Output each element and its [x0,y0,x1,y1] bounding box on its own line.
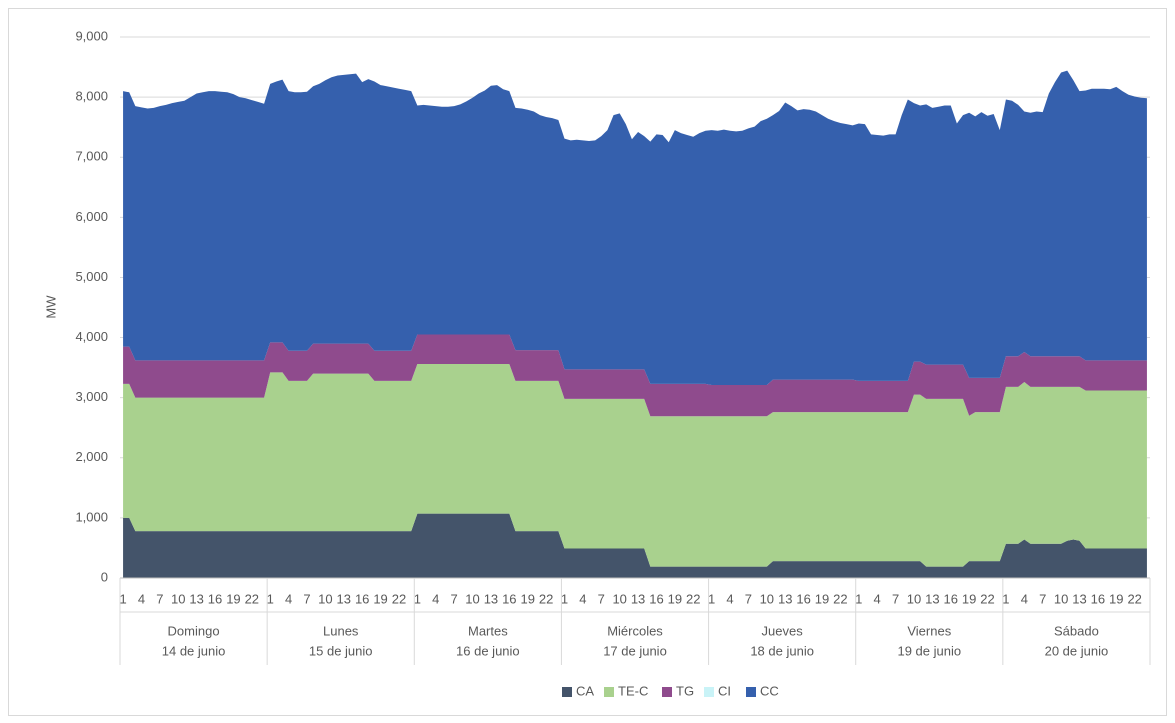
group-label: 15 de junio [309,643,373,658]
group-label: Miércoles [607,623,663,638]
x-tick-label: 7 [745,591,752,606]
x-tick-label: 7 [303,591,310,606]
group-label: 18 de junio [750,643,814,658]
legend-label: CA [576,683,594,698]
group-label: 19 de junio [897,643,961,658]
x-tick-label: 16 [1091,591,1105,606]
x-tick-label: 10 [1054,591,1068,606]
x-tick-label: 1 [561,591,568,606]
legend-swatch [704,687,714,697]
x-tick-label: 16 [208,591,222,606]
x-tick-label: 19 [668,591,682,606]
y-tick-label: 5,000 [75,269,108,284]
x-tick-label: 22 [1127,591,1141,606]
x-tick-label: 4 [726,591,733,606]
y-tick-label: 9,000 [75,28,108,43]
y-tick-label: 7,000 [75,149,108,164]
area [123,70,1147,386]
x-tick-label: 1 [855,591,862,606]
x-tick-label: 19 [815,591,829,606]
x-tick-label: 16 [649,591,663,606]
group-label: Jueves [762,623,804,638]
legend-swatch [746,687,756,697]
y-axis-label: MW [43,295,58,319]
x-tick-label: 22 [539,591,553,606]
x-tick-label: 4 [138,591,145,606]
x-tick-label: 16 [944,591,958,606]
legend-label: CC [760,683,779,698]
group-label: 16 de junio [456,643,520,658]
legend-swatch [662,687,672,697]
y-tick-label: 8,000 [75,89,108,104]
group-label: Viernes [907,623,951,638]
x-tick-label: 4 [1021,591,1028,606]
legend-label: TE-C [618,683,648,698]
x-tick-label: 22 [686,591,700,606]
x-tick-label: 16 [355,591,369,606]
x-tick-label: 1 [1002,591,1009,606]
x-tick-label: 7 [156,591,163,606]
y-tick-label: 2,000 [75,449,108,464]
legend-label: TG [676,683,694,698]
y-tick-label: 1,000 [75,509,108,524]
x-tick-label: 13 [189,591,203,606]
x-tick-label: 16 [502,591,516,606]
y-tick-label: 3,000 [75,389,108,404]
x-tick-label: 13 [337,591,351,606]
x-tick-label: 16 [796,591,810,606]
group-label: Domingo [168,623,220,638]
y-tick-label: 0 [101,569,108,584]
x-tick-label: 10 [760,591,774,606]
x-tick-label: 10 [907,591,921,606]
area [123,364,1147,567]
x-tick-label: 22 [392,591,406,606]
x-tick-label: 19 [962,591,976,606]
legend-swatch [604,687,614,697]
legend-swatch [562,687,572,697]
x-tick-label: 13 [631,591,645,606]
x-tick-label: 10 [612,591,626,606]
x-tick-label: 7 [892,591,899,606]
area [123,513,1147,578]
x-tick-label: 7 [1039,591,1046,606]
group-label: 17 de junio [603,643,667,658]
x-tick-label: 13 [484,591,498,606]
x-tick-label: 19 [520,591,534,606]
group-label: Lunes [323,623,359,638]
x-tick-label: 4 [285,591,292,606]
group-label: 20 de junio [1045,643,1109,658]
x-tick-label: 13 [1072,591,1086,606]
group-label: Martes [468,623,508,638]
x-tick-label: 19 [373,591,387,606]
group-label: 14 de junio [162,643,226,658]
y-tick-label: 4,000 [75,329,108,344]
x-tick-label: 13 [778,591,792,606]
x-tick-label: 4 [874,591,881,606]
y-tick-label: 6,000 [75,209,108,224]
x-tick-label: 10 [171,591,185,606]
group-label: Sábado [1054,623,1099,638]
x-tick-label: 1 [708,591,715,606]
x-tick-label: 19 [226,591,240,606]
legend-label: CI [718,683,731,698]
x-tick-label: 22 [833,591,847,606]
x-tick-label: 4 [432,591,439,606]
x-tick-label: 13 [925,591,939,606]
x-tick-label: 1 [119,591,126,606]
x-tick-label: 10 [318,591,332,606]
x-tick-label: 10 [465,591,479,606]
x-tick-label: 7 [451,591,458,606]
x-tick-label: 1 [267,591,274,606]
x-tick-label: 7 [598,591,605,606]
area [123,334,1147,417]
x-tick-label: 22 [980,591,994,606]
x-tick-label: 19 [1109,591,1123,606]
x-tick-label: 4 [579,591,586,606]
x-tick-label: 22 [245,591,259,606]
x-tick-label: 1 [414,591,421,606]
